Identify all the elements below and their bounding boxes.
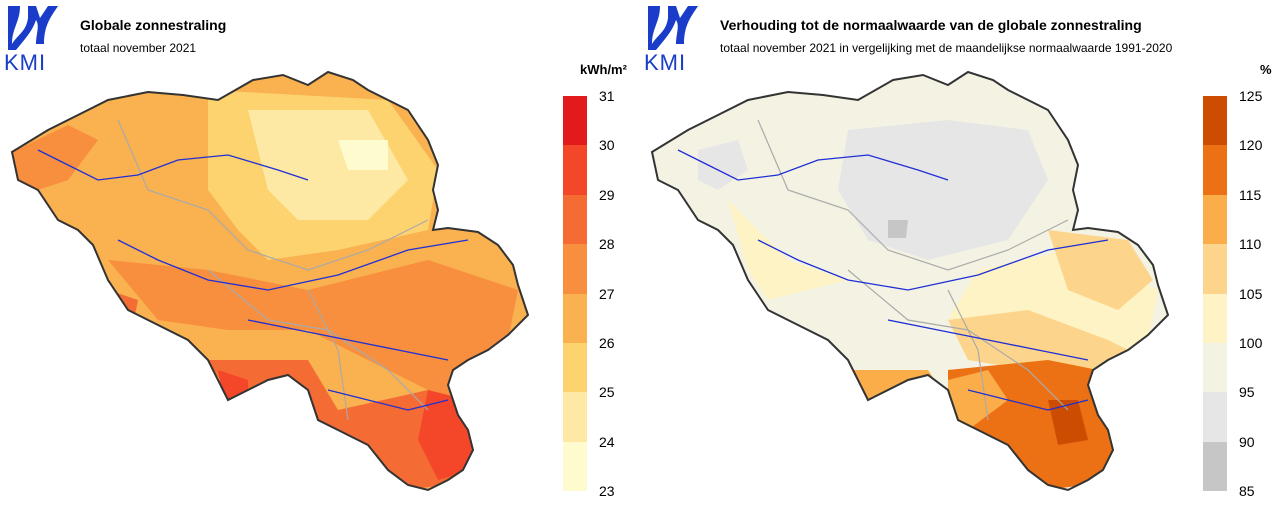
legend-swatch — [1203, 244, 1227, 294]
legend-tick-label: 28 — [599, 236, 615, 253]
color-legend: 31 30 29 28 27 26 25 24 23 — [563, 88, 615, 499]
legend-tick-label: 29 — [599, 186, 615, 203]
legend-swatch — [1203, 145, 1227, 195]
legend-tick-label: 27 — [599, 285, 615, 302]
province-borders — [757, 119, 1069, 421]
logo-text: KMI — [644, 50, 687, 75]
legend-tick-label: 100 — [1239, 334, 1263, 351]
legend-swatch — [1203, 392, 1227, 442]
legend-swatch — [563, 194, 587, 245]
legend-swatch — [1203, 194, 1227, 245]
country-border — [10, 70, 530, 492]
color-legend: 125 120 115 110 105 100 95 90 85 — [1203, 88, 1262, 499]
legend-swatch — [563, 293, 587, 343]
legend-swatch — [1203, 293, 1227, 343]
rivers — [677, 149, 1109, 411]
map-title: Globale zonnestraling — [80, 17, 227, 33]
legend-swatch — [563, 145, 587, 195]
map-title: Verhouding tot de normaalwaarde van de g… — [720, 17, 1142, 33]
legend-tick-label: 30 — [599, 137, 615, 154]
map-subtitle: totaal november 2021 — [80, 41, 197, 55]
legend-swatch — [563, 392, 587, 442]
legend-unit: % — [1260, 62, 1272, 77]
legend-tick-label: 115 — [1239, 186, 1262, 203]
kmi-logo-icon — [6, 4, 60, 52]
rivers — [37, 149, 469, 411]
province-borders — [117, 119, 429, 421]
map-subtitle: totaal november 2021 in vergelijking met… — [720, 41, 1173, 55]
belgium-ratio-map — [650, 70, 1170, 492]
logo-text: KMI — [4, 50, 47, 75]
legend-swatch — [563, 441, 587, 491]
legend-tick-label: 110 — [1239, 236, 1262, 253]
belgium-radiation-map — [10, 70, 530, 492]
legend-swatch — [563, 244, 587, 294]
legend-tick-label: 125 — [1239, 88, 1263, 104]
legend-tick-label: 105 — [1239, 285, 1263, 302]
legend-tick-label: 31 — [599, 88, 615, 104]
legend-tick-label: 25 — [599, 384, 615, 401]
legend-swatch — [1203, 441, 1227, 491]
legend-tick-label: 26 — [599, 334, 615, 351]
solar-radiation-panel: KMI Globale zonnestraling totaal novembe… — [4, 4, 627, 499]
legend-tick-label: 95 — [1239, 384, 1255, 401]
country-border — [650, 70, 1170, 492]
legend-tick-label: 24 — [599, 433, 615, 450]
legend-tick-label: 23 — [599, 483, 615, 499]
legend-swatch — [563, 342, 587, 393]
kmi-logo-icon — [646, 4, 700, 52]
legend-tick-label: 90 — [1239, 433, 1255, 450]
legend-tick-label: 85 — [1239, 483, 1255, 499]
legend-tick-label: 120 — [1239, 137, 1263, 154]
legend-swatch — [563, 96, 587, 146]
legend-unit: kWh/m² — [580, 62, 627, 77]
legend-swatch — [1203, 342, 1227, 393]
legend-swatch — [1203, 96, 1227, 146]
ratio-to-normal-panel: KMI Verhouding tot de normaalwaarde van … — [640, 0, 1280, 507]
